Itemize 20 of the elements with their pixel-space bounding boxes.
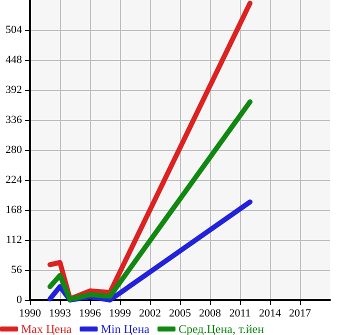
- x-tick-label: 2011: [229, 308, 251, 320]
- x-tick-label: 1993: [49, 308, 72, 320]
- x-tick-label: 1996: [79, 308, 102, 320]
- y-tick-label: 448: [6, 54, 22, 66]
- y-tick-label: 392: [6, 84, 22, 96]
- x-tick-label: 1990: [19, 308, 42, 320]
- y-tick-label: 56: [11, 264, 22, 276]
- y-tick-label: 112: [6, 234, 22, 246]
- x-tick-label: 2005: [169, 308, 192, 320]
- x-tick-label: 2014: [259, 308, 282, 320]
- x-tick-label: 2008: [199, 308, 222, 320]
- y-tick-label: 168: [6, 204, 22, 216]
- x-tick-label: 2002: [139, 308, 161, 320]
- y-tick-label: 224: [6, 174, 22, 186]
- x-tick-label: 1999: [109, 308, 132, 320]
- y-tick-label: 504: [6, 24, 22, 36]
- y-tick-label: 336: [6, 114, 22, 126]
- y-tick-label: 0: [16, 294, 22, 306]
- x-tick-label: 2017: [289, 308, 312, 320]
- y-tick-label: 280: [6, 144, 22, 156]
